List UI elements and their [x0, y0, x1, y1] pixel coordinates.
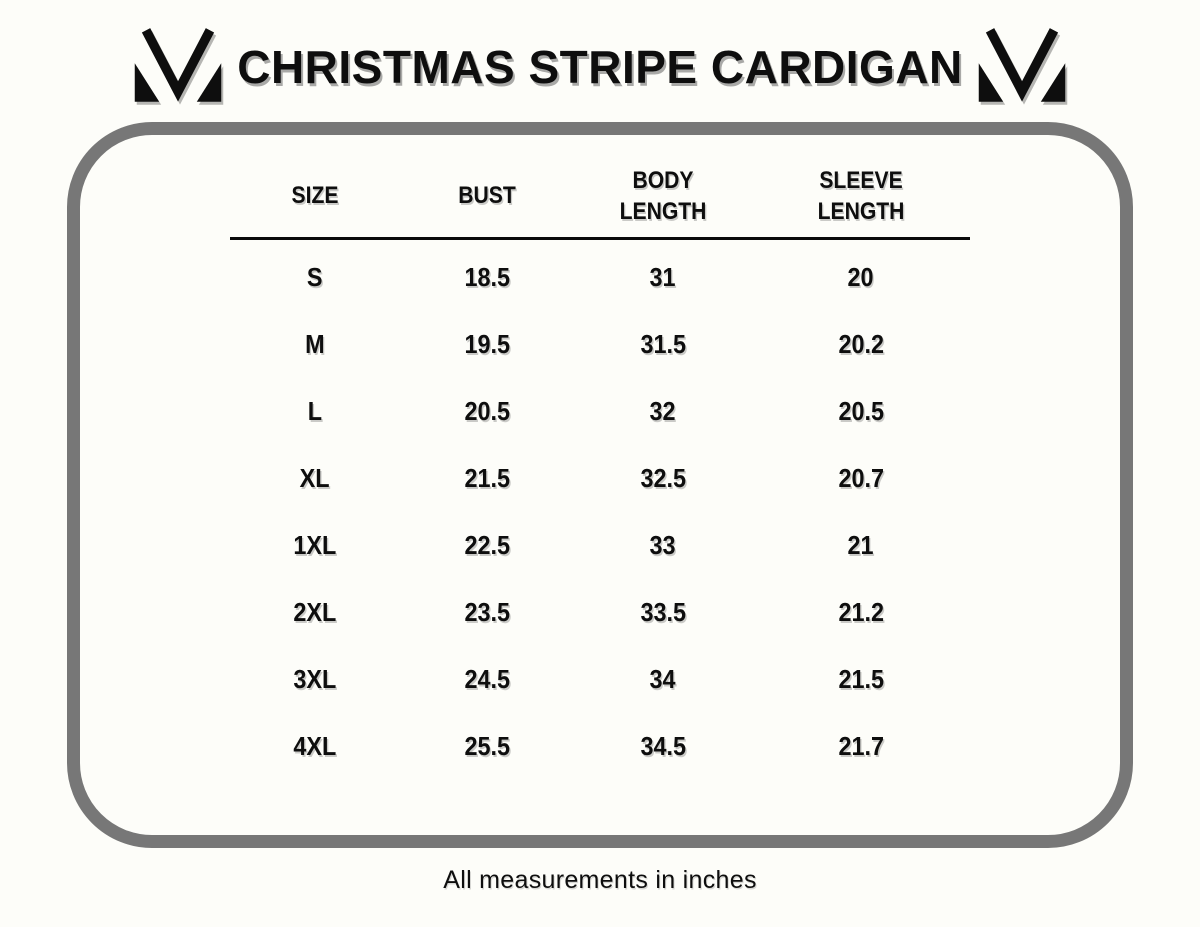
bust-cell: 25.5: [400, 731, 574, 762]
bust-cell: 22.5: [400, 530, 574, 561]
bust-cell-label: 19.5: [464, 329, 510, 359]
column-header-label: BODY LENGTH: [619, 166, 707, 225]
sleeve-length-cell: 20: [752, 262, 970, 293]
table-row: 3XL 24.5 34 21.5: [230, 646, 970, 713]
table-row: 4XL 25.5 34.5 21.7: [230, 713, 970, 780]
sleeve-length-cell-label: 21: [847, 530, 874, 560]
page-title: CHRISTMAS STRIPE CARDIGAN: [237, 41, 963, 93]
column-header: BODY LENGTH: [574, 165, 752, 227]
size-cell: 1XL: [230, 530, 400, 561]
column-header-label: BUST: [458, 182, 516, 210]
sleeve-length-cell: 20.5: [752, 396, 970, 427]
bust-cell-label: 20.5: [464, 396, 510, 426]
table-row: 2XL 23.5 33.5 21.2: [230, 579, 970, 646]
body-length-cell: 32.5: [574, 463, 752, 494]
body-length-cell-label: 32: [649, 396, 676, 426]
body-length-cell-label: 34: [649, 664, 676, 694]
size-cell-label: 2XL: [293, 597, 337, 627]
column-header: BUST: [400, 180, 574, 211]
sleeve-length-cell: 20.2: [752, 329, 970, 360]
body-length-cell-label: 31: [649, 262, 676, 292]
table-header-row: SIZE BUST BODY LENGTH SLEEVE LENGTH: [230, 157, 970, 235]
bust-cell-label: 24.5: [464, 664, 510, 694]
size-cell: 3XL: [230, 664, 400, 695]
body-length-cell: 32: [574, 396, 752, 427]
sleeve-length-cell-label: 20.2: [838, 329, 884, 359]
bust-cell: 19.5: [400, 329, 574, 360]
sleeve-length-cell: 21.2: [752, 597, 970, 628]
sleeve-length-cell: 20.7: [752, 463, 970, 494]
body-length-cell: 34: [574, 664, 752, 695]
size-cell: L: [230, 396, 400, 427]
sleeve-length-cell-label: 20.5: [838, 396, 884, 426]
body-length-cell: 31: [574, 262, 752, 293]
table-row: XL 21.5 32.5 20.7: [230, 445, 970, 512]
size-cell-label: 3XL: [293, 664, 337, 694]
bust-cell: 24.5: [400, 664, 574, 695]
bust-cell-label: 18.5: [464, 262, 510, 292]
column-header: SLEEVE LENGTH: [752, 165, 970, 227]
bust-cell: 18.5: [400, 262, 574, 293]
column-header-label: SIZE: [291, 182, 339, 210]
size-cell: 4XL: [230, 731, 400, 762]
column-header-label: SLEEVE LENGTH: [817, 166, 905, 225]
sleeve-length-cell: 21.7: [752, 731, 970, 762]
size-cell-label: XL: [300, 463, 331, 493]
body-length-cell: 31.5: [574, 329, 752, 360]
sleeve-length-cell-label: 21.7: [838, 731, 884, 761]
brand-header: CHRISTMAS STRIPE CARDIGAN: [0, 0, 1200, 118]
column-header: SIZE: [230, 180, 400, 211]
bust-cell: 20.5: [400, 396, 574, 427]
sleeve-length-cell-label: 20.7: [838, 463, 884, 493]
bust-cell-label: 22.5: [464, 530, 510, 560]
sleeve-length-cell-label: 21.5: [838, 664, 884, 694]
body-length-cell: 33: [574, 530, 752, 561]
sleeve-length-cell-label: 20: [847, 262, 874, 292]
brand-logo-icon-right: [978, 28, 1066, 102]
size-cell-label: 4XL: [293, 731, 337, 761]
table-body: S 18.5 31 20 M 19.5 31.5 20.2 L 20.5 32 20.5 XL 21.5 3…: [230, 244, 970, 780]
body-length-cell: 33.5: [574, 597, 752, 628]
table-row: L 20.5 32 20.5: [230, 378, 970, 445]
size-cell: S: [230, 262, 400, 293]
size-cell-label: 1XL: [293, 530, 337, 560]
body-length-cell-label: 33.5: [640, 597, 686, 627]
size-cell: XL: [230, 463, 400, 494]
size-cell: M: [230, 329, 400, 360]
bust-cell-label: 21.5: [464, 463, 510, 493]
body-length-cell-label: 34.5: [640, 731, 686, 761]
bust-cell-label: 25.5: [464, 731, 510, 761]
table-row: 1XL 22.5 33 21: [230, 512, 970, 579]
sleeve-length-cell: 21.5: [752, 664, 970, 695]
bust-cell: 21.5: [400, 463, 574, 494]
size-cell-label: M: [305, 329, 325, 359]
measurements-note: All measurements in inches: [443, 866, 757, 894]
size-cell-label: L: [307, 396, 323, 426]
header-divider: [230, 237, 970, 240]
bust-cell: 23.5: [400, 597, 574, 628]
sleeve-length-cell-label: 21.2: [838, 597, 884, 627]
size-cell: 2XL: [230, 597, 400, 628]
size-chart-panel: SIZE BUST BODY LENGTH SLEEVE LENGTH S 18.5 31…: [67, 122, 1133, 848]
body-length-cell: 34.5: [574, 731, 752, 762]
bust-cell-label: 23.5: [464, 597, 510, 627]
sleeve-length-cell: 21: [752, 530, 970, 561]
body-length-cell-label: 32.5: [640, 463, 686, 493]
table-row: S 18.5 31 20: [230, 244, 970, 311]
size-chart-table: SIZE BUST BODY LENGTH SLEEVE LENGTH S 18.5 31…: [230, 157, 970, 780]
table-row: M 19.5 31.5 20.2: [230, 311, 970, 378]
brand-logo-icon-left: [134, 28, 222, 102]
size-cell-label: S: [307, 262, 323, 292]
body-length-cell-label: 33: [649, 530, 676, 560]
body-length-cell-label: 31.5: [640, 329, 686, 359]
